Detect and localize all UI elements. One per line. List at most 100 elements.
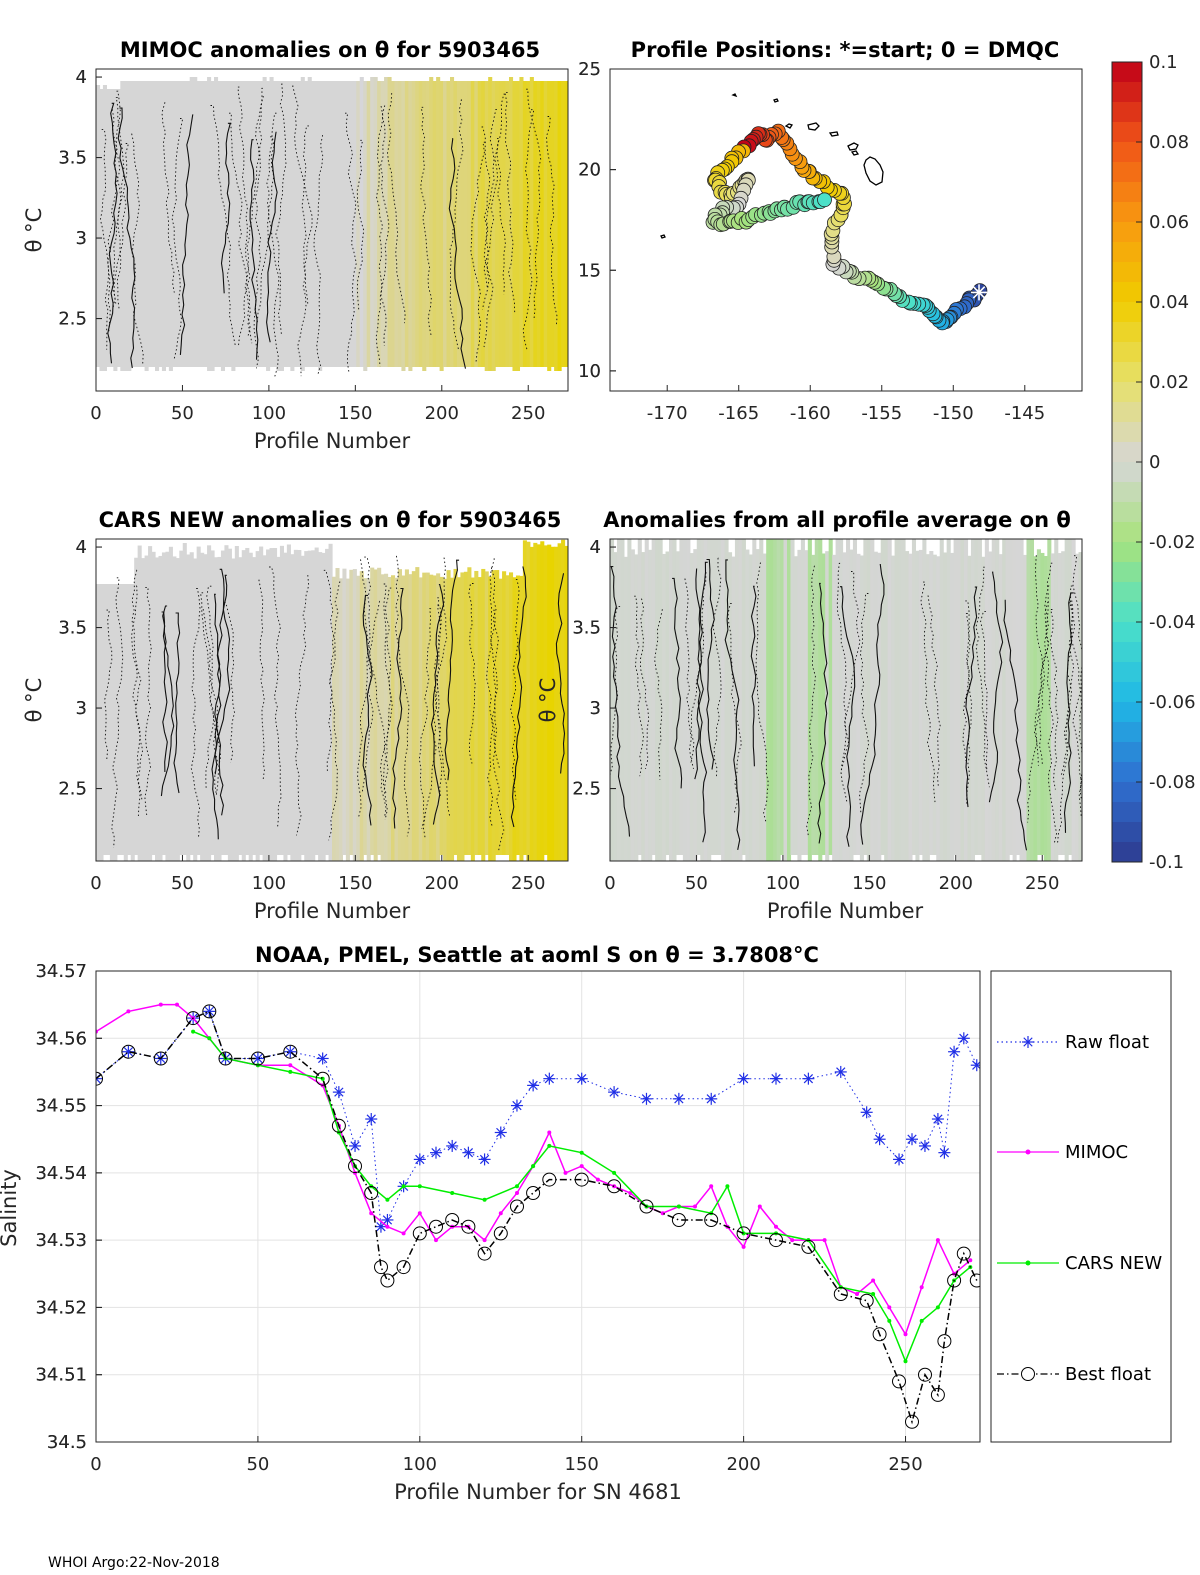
field-column (689, 553, 694, 861)
field-column (522, 540, 527, 855)
contour-line (672, 577, 683, 789)
field-column (470, 81, 475, 367)
contour-line (840, 571, 861, 802)
colorbar-band (1112, 262, 1142, 283)
field-column (505, 575, 510, 855)
best-float-marker (153, 1051, 168, 1066)
field-column (363, 578, 368, 855)
colorbar-ticks: 0.1 0.08 0.06 0.04 0.02 0 -0.02 -0.04 -0.06 -0.08… (1136, 52, 1196, 873)
field-column (397, 569, 403, 861)
contour-line (357, 556, 371, 818)
contour-line (496, 93, 506, 295)
contour-line (1049, 609, 1059, 790)
colorbar-band (1112, 142, 1142, 163)
field-column (651, 539, 656, 855)
field-column (863, 539, 868, 855)
field-column (995, 539, 1000, 861)
field-column (387, 576, 392, 861)
contour-line (111, 96, 125, 308)
field-column (293, 81, 298, 367)
field-column (411, 571, 416, 861)
best-float-marker (930, 1387, 945, 1402)
best-float-marker (542, 1172, 557, 1187)
field-column (127, 81, 132, 371)
y-tick-label: 2.5 (58, 309, 87, 330)
field-column (665, 551, 670, 855)
colorbar-band (1112, 802, 1142, 823)
field-column (113, 584, 118, 861)
best-float-marker (493, 1226, 508, 1241)
field-column (429, 77, 434, 367)
colorbar-band (1112, 482, 1142, 503)
field-column (811, 554, 816, 855)
raw-float-marker (334, 1087, 344, 1097)
field-column (99, 584, 104, 861)
field-column (839, 539, 844, 861)
field-column (127, 584, 132, 855)
best-float-marker (969, 1273, 980, 1288)
field-column (106, 584, 111, 855)
field-column (797, 549, 802, 861)
field-column (755, 549, 760, 861)
field-column (700, 539, 705, 861)
field-column (800, 539, 805, 855)
best-float-marker (250, 1051, 265, 1066)
field-column (436, 573, 441, 861)
profile-average-anomaly-panel: Anomalies from all profile average on θ … (536, 508, 1083, 923)
field-column (1016, 539, 1021, 855)
field-column (408, 81, 413, 371)
series-dot (531, 1164, 536, 1169)
field-column (821, 553, 826, 855)
x-tick-label: -170 (647, 403, 688, 424)
colorbar-band (1112, 362, 1142, 383)
field-column (370, 567, 375, 855)
salinity-axes-box (95, 970, 981, 1443)
field-column (335, 81, 340, 367)
legend-label: MIMOC (1065, 1142, 1128, 1163)
field-column (151, 551, 156, 855)
best-float-marker (607, 1179, 622, 1194)
series-dot (126, 1009, 131, 1014)
series-dot (207, 1036, 212, 1041)
contour-line (481, 109, 497, 310)
x-tick-label: -145 (1004, 403, 1045, 424)
raw-float-marker (96, 1077, 101, 1084)
mimoc-y-ticks: 4 3.5 3 2.5 (58, 67, 102, 330)
series-dot (887, 1305, 892, 1310)
contour-line (436, 605, 451, 816)
y-tick-label: 3.5 (58, 148, 87, 169)
field-column (269, 77, 274, 367)
field-column (463, 81, 468, 367)
series-line (96, 1003, 971, 1337)
contour-line (817, 582, 829, 844)
field-column (1071, 539, 1076, 861)
field-column (335, 568, 340, 861)
x-tick-label: 0 (90, 1454, 101, 1475)
field-column (384, 573, 389, 861)
series-dot (693, 1204, 697, 1209)
field-column (439, 81, 444, 371)
contour-line (927, 595, 941, 786)
colorbar-band (1112, 302, 1142, 323)
field-column (662, 553, 667, 861)
field-column (564, 81, 568, 367)
field-column (259, 81, 264, 367)
field-column (974, 539, 979, 855)
field-column (460, 572, 465, 861)
contour-line (213, 593, 221, 775)
y-tick-label: 4 (76, 67, 87, 88)
contour-line (131, 133, 144, 364)
field-column (543, 81, 548, 367)
field-column (248, 552, 253, 861)
raw-float-marker (641, 1094, 652, 1104)
footer-credit: WHOI Argo:22-Nov-2018 (48, 1555, 220, 1571)
colorbar-band (1112, 242, 1142, 263)
field-column (148, 81, 153, 367)
start-marker (972, 286, 986, 299)
contour-line (379, 587, 392, 819)
legend-item: Raw float (997, 1032, 1149, 1053)
field-column (210, 81, 215, 371)
raw-float-marker (577, 1073, 587, 1084)
colorbar-band (1112, 402, 1142, 423)
salinity-x-label: Profile Number for SN 4681 (394, 1480, 682, 1504)
